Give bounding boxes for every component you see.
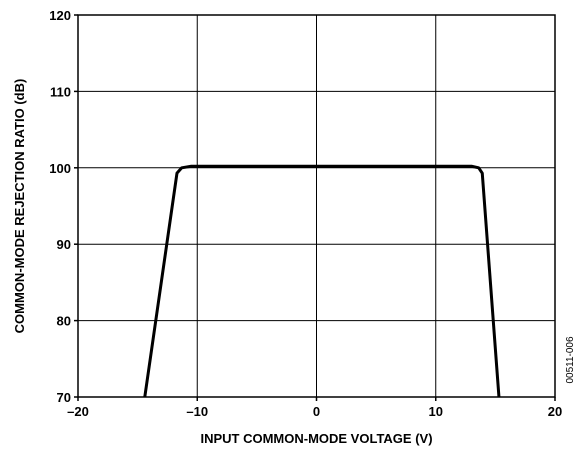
y-tick-label: 110 (50, 84, 71, 99)
x-tick-labels: –20 –10 0 10 20 (67, 404, 562, 419)
y-tick-label: 90 (57, 237, 71, 252)
grid (78, 15, 555, 397)
tick-marks (74, 14, 556, 401)
x-tick-label: 0 (313, 404, 320, 419)
y-tick-label: 70 (57, 390, 71, 405)
x-axis-title: INPUT COMMON-MODE VOLTAGE (V) (200, 431, 432, 446)
y-tick-label: 80 (57, 314, 71, 329)
cmrr-curve (143, 164, 501, 398)
y-tick-label: 100 (49, 161, 71, 176)
x-tick-label: 20 (548, 404, 562, 419)
figure-id: 00511-006 (565, 336, 576, 384)
x-tick-label: –20 (67, 404, 89, 419)
x-tick-label: 10 (429, 404, 443, 419)
y-axis-title: COMMON-MODE REJECTION RATIO (dB) (12, 79, 27, 334)
y-tick-labels: 70 80 90 100 110 120 (49, 8, 71, 405)
x-tick-label: –10 (186, 404, 208, 419)
y-tick-label: 120 (49, 8, 71, 23)
